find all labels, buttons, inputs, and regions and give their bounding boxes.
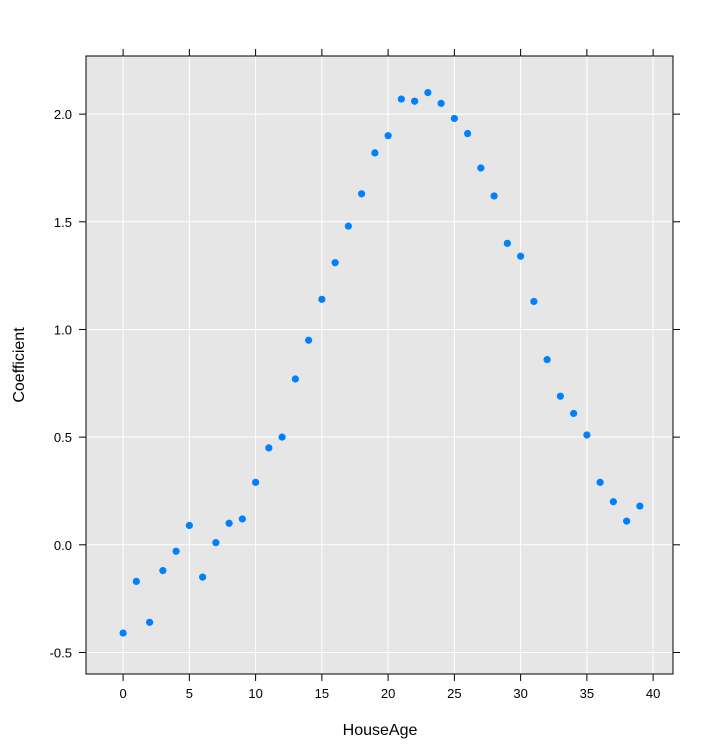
data-point [344,222,352,230]
data-point [119,629,127,637]
axis-ticks [79,49,680,681]
data-point [132,577,140,586]
data-point [371,149,379,157]
y-tick-label: 2.0 [54,107,72,122]
data-point [437,99,445,107]
data-point [305,336,313,344]
data-point [517,252,525,260]
x-tick-label: 0 [119,686,126,701]
data-point [609,498,617,506]
data-point [397,95,405,103]
data-point [212,539,220,547]
data-points [119,89,644,637]
data-point [636,502,644,510]
data-point [278,433,286,441]
x-tick-label: 25 [447,686,461,701]
data-point [331,259,339,267]
data-point [265,444,273,452]
y-tick-label: 0.5 [54,430,72,445]
data-point [556,392,564,400]
data-point [543,356,551,364]
data-point [185,521,193,530]
y-axis-label: Coefficient [11,327,28,403]
plot-panel [86,56,673,674]
data-point [424,89,432,97]
plot-border [85,55,674,675]
data-point [238,515,246,523]
x-tick-label: 15 [315,686,329,701]
data-point [318,295,326,303]
x-tick-label: 40 [646,686,660,701]
y-tick-label: 1.5 [54,215,72,230]
x-tick-label: 5 [186,686,193,701]
y-tick-label: 0.0 [54,538,72,553]
x-tick-labels: 0 5 10 15 20 25 30 35 40 [119,686,660,701]
data-point [490,192,498,200]
data-point [225,519,233,527]
data-point [358,190,366,198]
data-point [411,97,419,105]
grid-lines [86,56,673,674]
x-axis-label: HouseAge [343,722,418,739]
data-point [464,129,472,138]
y-tick-label: -0.5 [50,645,72,660]
data-point [596,478,604,486]
data-point [291,375,299,383]
y-tick-labels: -0.5 0.0 0.5 1.0 1.5 2.0 [50,107,72,660]
data-point [570,409,578,418]
x-tick-label: 10 [248,686,262,701]
data-point [503,239,511,247]
data-point [199,573,207,581]
data-point [450,114,458,123]
data-point [477,164,485,172]
data-point [384,132,392,140]
x-tick-label: 20 [381,686,395,701]
y-tick-label: 1.0 [54,322,72,337]
x-tick-label: 35 [580,686,594,701]
x-tick-label: 30 [513,686,527,701]
data-point [159,567,167,575]
data-point [623,517,631,525]
data-point [583,431,591,439]
data-point [530,297,538,306]
data-point [172,547,180,555]
data-point [252,478,260,486]
data-point [146,618,154,626]
